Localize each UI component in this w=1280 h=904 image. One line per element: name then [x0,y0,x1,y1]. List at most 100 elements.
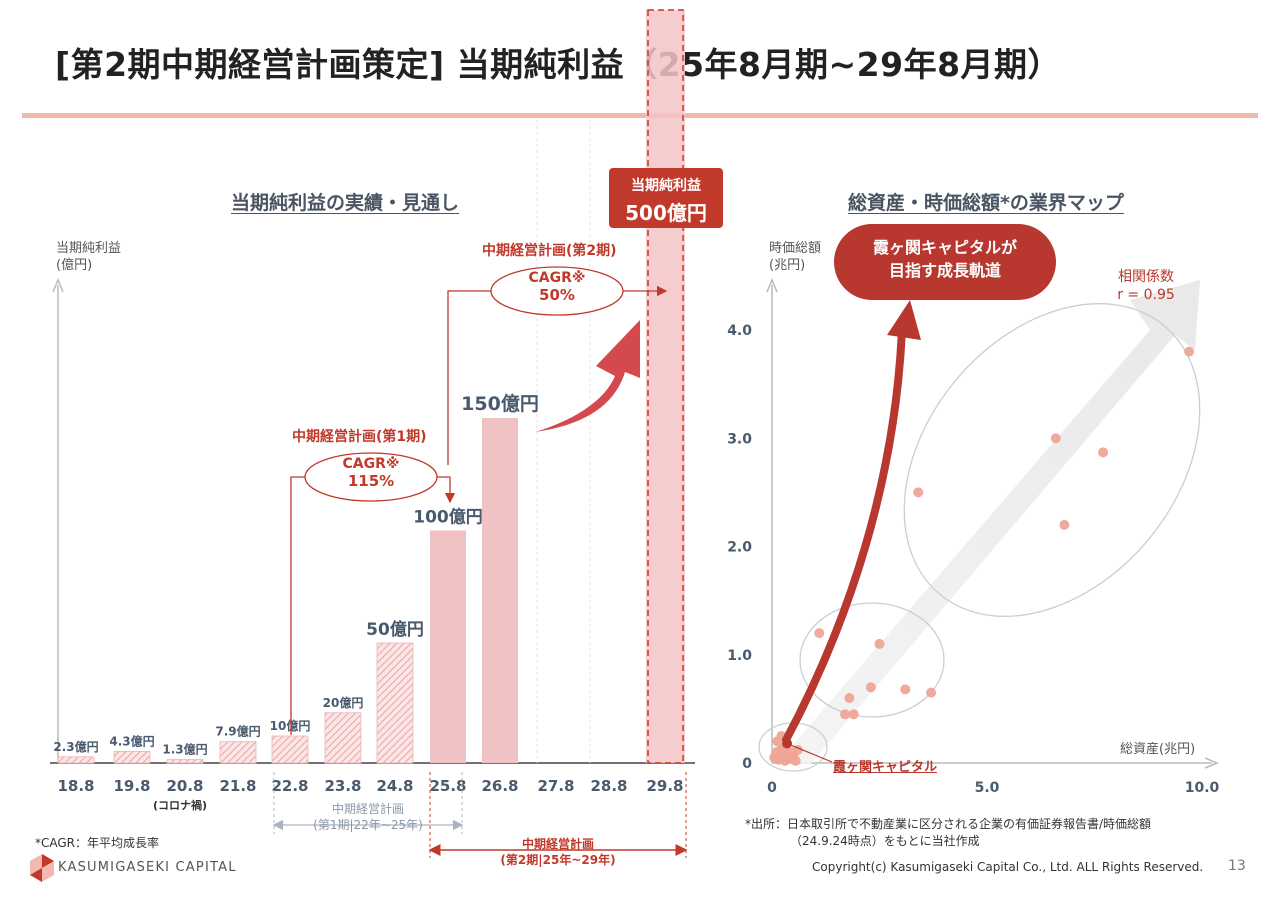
bar-chart-title: 当期純利益の実績・見通し [231,192,460,214]
page-number: 13 [1228,858,1246,874]
scatter-point-23 [790,755,801,766]
bar-category-labels: 18.8 19.8 20.8 21.8 22.8 23.8 24.8 25.8 26.8 27.8… [57,777,683,795]
scatter-chart-ylabel: 時価総額 (兆円) [769,241,822,273]
growth-callout-box [834,224,1056,300]
category-label-18.8: 18.8 [57,777,94,795]
correlation-value: r = 0.95 [1117,287,1175,303]
category-label-24.8: 24.8 [376,777,413,795]
bar-chart-ylabel: 当期純利益 (億円) [56,241,122,273]
scatter-point-11 [840,709,851,720]
company-logo-icon [30,854,54,882]
category-label-22.8: 22.8 [271,777,308,795]
source-note-line2: （24.9.24時点）をもとに当社作成 [790,834,980,848]
ytick-1: 1.0 [727,648,752,664]
plan2-title: 中期経営計画(第2期) [482,243,617,259]
bar-25.8 [430,530,466,763]
scatter-point-7 [865,682,876,693]
category-label-25.8: 25.8 [429,777,466,795]
cluster-large [903,303,1201,617]
bar-label-24.8: 50億円 [366,619,424,640]
plan1-connector-right [437,476,456,504]
bar-23.8 [324,712,362,764]
plan2-cagr-value: 50% [539,286,575,304]
bar-label-19.8: 4.3億円 [109,733,154,748]
bar-label-18.8: 2.3億円 [53,739,98,754]
bar-label-22.8: 10億円 [270,718,311,733]
plan2-cagr-ellipse [490,266,624,316]
growth-callout-line1: 霞ヶ関キャピタルが [872,238,1017,257]
covid-note: (コロナ禍) [153,799,208,812]
scatter-tick-labels: 0 1.0 2.0 3.0 4.0 0 5.0 10.0 [727,323,1219,796]
trajectory-arrow-shaft [782,326,906,744]
scatter-point-1 [1050,433,1061,444]
category-label-21.8: 21.8 [219,777,256,795]
plan1-cagr: CAGR※ 115% [305,456,437,490]
plan1-cagr-ellipse [304,452,438,502]
period1-line1: 中期経営計画 [331,802,404,816]
highlight-column-border [647,9,684,764]
category-label-23.8: 23.8 [324,777,361,795]
page-title: [第2期中期経営計画策定] 当期純利益（25年8月期~29年8月期） [55,45,1062,84]
cluster-medium [799,602,945,718]
bar-22.8 [271,735,309,764]
category-label-19.8: 19.8 [113,777,150,795]
scatter-chart-title: 総資産・時価総額*の業界マップ [848,192,1124,214]
scatter-points [769,346,1195,766]
bar-18.8 [57,756,95,764]
xtick-0: 0 [767,780,777,796]
bar-24.8 [376,642,414,764]
highlight-label-line1: 当期純利益 [631,178,701,194]
category-label-28.8: 28.8 [590,777,627,795]
category-label-27.8: 27.8 [537,777,574,795]
bar-y-axis-arrow [52,278,64,293]
ytick-2: 2.0 [727,540,752,556]
growth-callout-line2: 目指す成長軌道 [888,261,1001,280]
trajectory-arrow-head [887,300,921,340]
period2-line2: (第2期|25年~29年) [500,853,616,867]
highlight-label-line2: 500億円 [625,201,707,225]
scatter-point-5 [814,628,825,639]
scatter-point-0 [1184,346,1195,357]
scatter-point-4 [913,487,924,498]
scatter-point-6 [874,638,885,649]
bar-label-23.8: 20億円 [323,695,364,710]
company-leader-line [786,742,833,763]
copyright: Copyright(c) Kasumigaseki Capital Co., L… [812,860,1204,874]
scatter-point-26 [779,755,790,766]
scatter-point-9 [926,687,937,698]
xtick-2: 10.0 [1185,780,1220,796]
cagr-note: *CAGR：年平均成長率 [35,836,160,850]
bar-label-25.8: 100億円 [413,507,483,528]
category-label-26.8: 26.8 [481,777,518,795]
scatter-point-8 [900,684,911,695]
bar-20.8 [166,759,204,764]
highlight-label: 当期純利益 500億円 [609,175,723,226]
bar-label-26.8: 150億円 [461,392,539,415]
scatter-xlabel: 総資産(兆円) [1120,742,1196,757]
highlight-column [646,10,685,763]
plan1-connector-left [290,476,305,735]
plan1-cagr-label: CAGR※ [342,456,400,472]
scatter-point-10 [844,693,855,704]
bar-26.8 [482,418,518,763]
scatter-point-12 [848,709,859,720]
ytick-4: 4.0 [727,323,752,339]
growth-arrow [535,320,640,432]
correlation-label: 相関係数 [1118,269,1174,285]
period2-label: 中期経営計画 (第2期|25年~29年) [430,836,686,868]
source-note-line1: *出所：日本取引所で不動産業に区分される企業の有価証券報告書/時価総額 [745,817,1152,831]
growth-callout: 霞ヶ関キャピタルが 目指す成長軌道 [834,236,1056,282]
bar-label-20.8: 1.3億円 [162,741,207,756]
correlation: 相関係数 r = 0.95 [1106,268,1186,304]
scatter-point-3 [1059,519,1070,530]
scatter-y-axis-arrow [766,278,778,293]
period1-label: 中期経営計画 (第1期|22年~25年) [274,801,462,833]
xtick-1: 5.0 [975,780,1000,796]
category-label-29.8: 29.8 [646,777,683,795]
title-divider [22,113,1258,118]
scatter-x-axis-arrow [1204,757,1219,769]
plan2-connector-left [447,290,491,465]
bar-label-21.8: 7.9億円 [215,724,260,739]
plan2-cagr-label: CAGR※ [528,270,586,286]
